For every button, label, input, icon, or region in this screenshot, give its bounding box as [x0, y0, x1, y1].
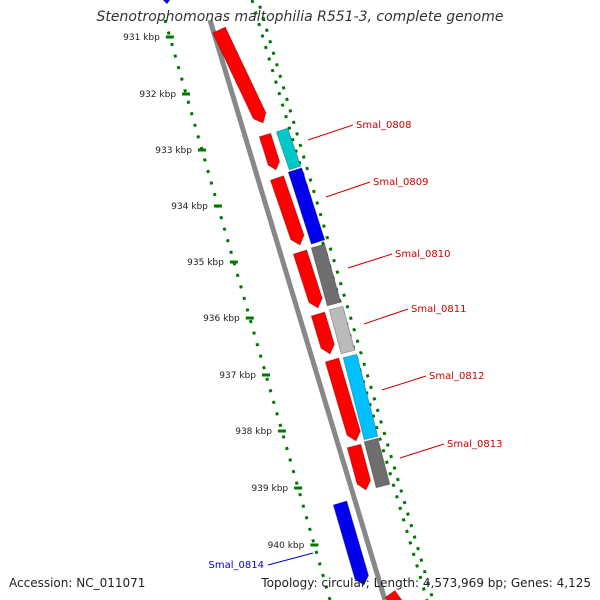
label-leader-line: [267, 552, 314, 566]
gene-labels: Smal_0808 Smal_0809 Smal_0810 Smal_0811 Smal…: [209, 120, 503, 571]
gene-arrow-reverse[interactable]: [332, 500, 370, 586]
tick-label: 932 kbp: [139, 90, 176, 100]
gene-arrow-reverse[interactable]: [212, 26, 267, 124]
label-leader-line: [325, 181, 371, 198]
gene-arrow-forward[interactable]: [287, 167, 326, 245]
tick-label: 939 kbp: [251, 484, 288, 494]
tick-label: 936 kbp: [203, 314, 240, 324]
label-leader-line: [307, 124, 354, 141]
gene-label[interactable]: Smal_0811: [411, 304, 466, 315]
gene-arrow-forward[interactable]: [328, 305, 356, 355]
gene-label[interactable]: Smal_0808: [356, 120, 411, 131]
gene-arrow-fragment: [163, 0, 170, 4]
gene-label[interactable]: Smal_0812: [429, 371, 484, 382]
label-leader-line: [347, 253, 393, 269]
gene-arrow-forward[interactable]: [275, 127, 302, 171]
gene-label[interactable]: Smal_0809: [373, 177, 428, 188]
tick-label: 935 kbp: [187, 258, 224, 268]
tick-label: 934 kbp: [171, 202, 208, 212]
gene-arrow-reverse[interactable]: [292, 249, 323, 309]
gene-arrow-forward[interactable]: [363, 437, 391, 489]
genome-summary: Topology: circular; Length: 4,573,969 bp…: [261, 576, 591, 590]
accession-text: Accession: NC_011071: [9, 576, 146, 590]
gene-features: [163, 0, 403, 600]
label-leader-line: [399, 443, 445, 459]
gene-label[interactable]: Smal_0814: [209, 560, 264, 571]
gene-arrow-reverse[interactable]: [258, 132, 281, 171]
gene-arrow-forward[interactable]: [384, 589, 403, 600]
tick-label: 937 kbp: [219, 371, 256, 381]
tick-label: 933 kbp: [155, 146, 192, 156]
gene-label[interactable]: Smal_0813: [447, 439, 502, 450]
gene-arrow-reverse[interactable]: [310, 311, 335, 355]
gene-arrow-forward[interactable]: [342, 353, 379, 441]
gene-arrow-forward[interactable]: [310, 243, 342, 307]
gene-arrow-reverse[interactable]: [346, 443, 372, 491]
label-leader-line: [363, 308, 409, 325]
gene-arrow-reverse[interactable]: [324, 357, 361, 442]
genome-backbone: [207, 19, 388, 600]
label-leader-line: [381, 375, 427, 391]
scale-ticks: 931 kbp 932 kbp 933 kbp 934 kbp 935 kbp 936 k…: [123, 33, 319, 551]
tick-label: 940 kbp: [268, 541, 305, 551]
tick-label: 931 kbp: [123, 33, 160, 43]
gene-arrow-reverse[interactable]: [269, 175, 305, 246]
scale-dotted-line: [163, 19, 332, 600]
tick-label: 938 kbp: [235, 427, 272, 437]
gene-label[interactable]: Smal_0810: [395, 249, 450, 260]
scale-dashes: [163, 0, 435, 600]
page-title: Stenotrophomonas maltophilia R551-3, com…: [96, 9, 504, 25]
scale-dotted-line: [256, 0, 435, 600]
